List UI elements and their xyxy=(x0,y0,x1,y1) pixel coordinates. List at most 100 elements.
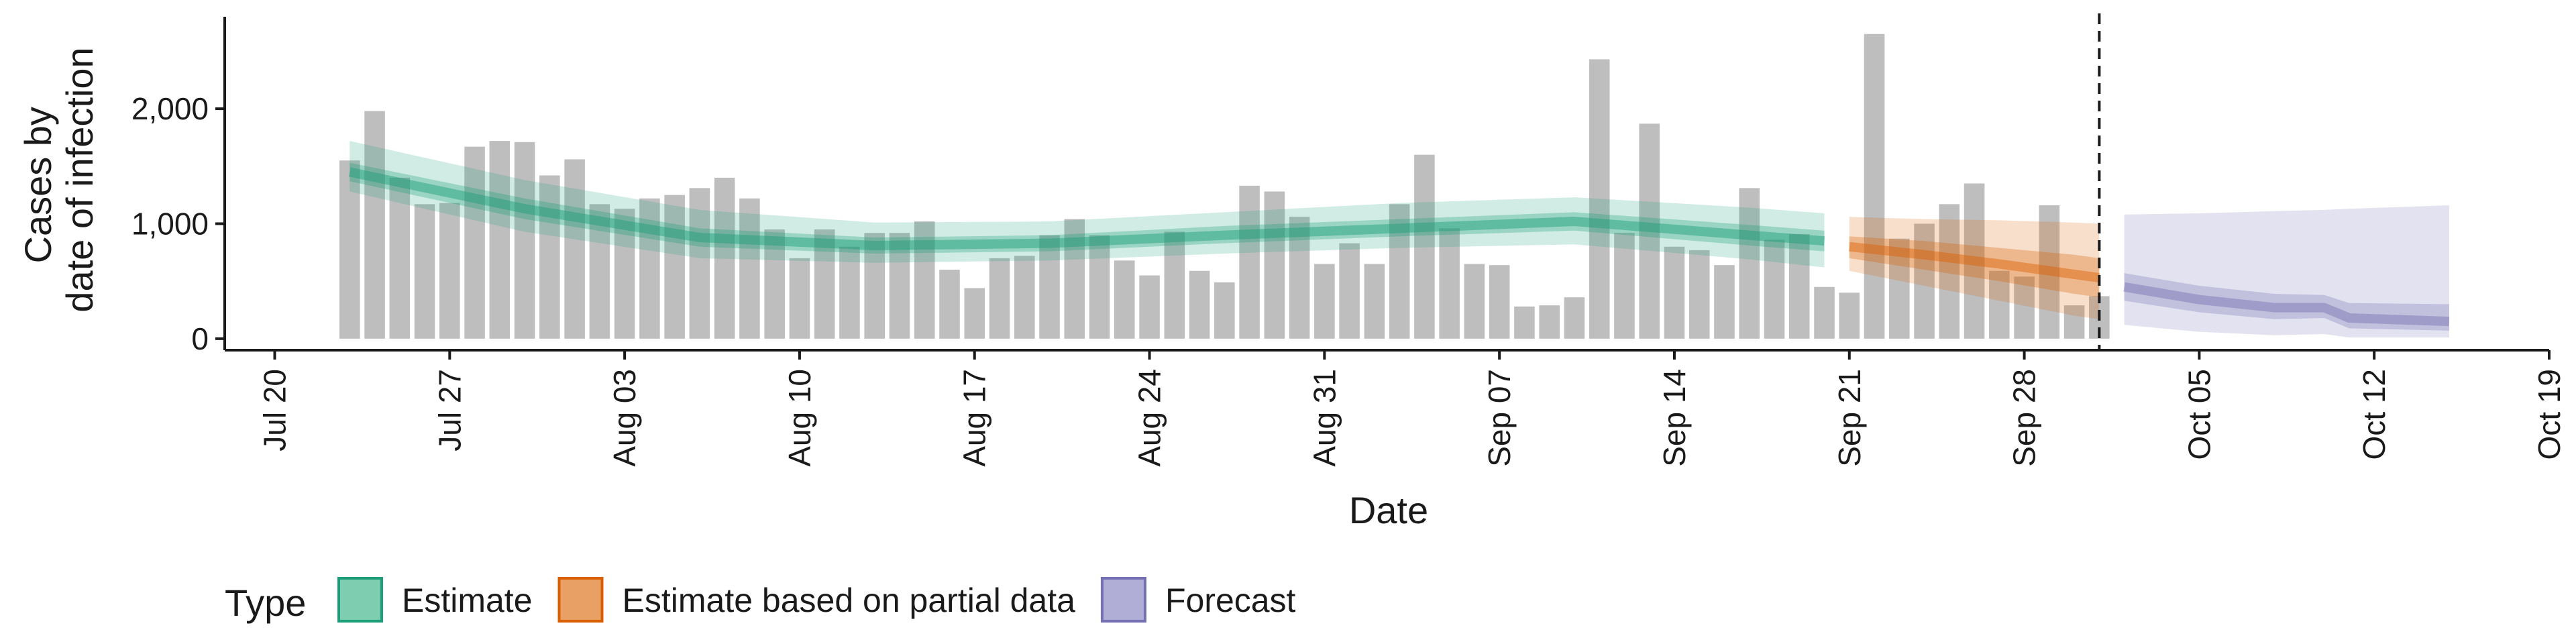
case-bar xyxy=(1114,260,1135,339)
case-bar xyxy=(1788,233,1810,339)
case-bar xyxy=(1339,243,1360,339)
case-bar xyxy=(1189,270,1210,339)
x-tick-label: Sep 28 xyxy=(2007,369,2042,467)
x-tick-label: Aug 03 xyxy=(607,369,642,467)
forecast-median-line xyxy=(2123,282,2450,327)
estimate-outer-band xyxy=(350,141,1825,268)
case-bar xyxy=(1589,59,1610,339)
x-tick-label: Aug 31 xyxy=(1307,369,1342,467)
case-bar xyxy=(914,221,935,339)
legend-label: Estimate xyxy=(402,582,533,619)
case-bar xyxy=(1064,219,1085,339)
case-bar xyxy=(1139,275,1160,339)
case-bar xyxy=(1864,34,1885,339)
case-bar xyxy=(614,209,635,339)
y-axis-ticks: 0 1,000 2,000 xyxy=(131,91,225,356)
forecast-inner-band xyxy=(2124,273,2449,331)
y-tick-label: 2,000 xyxy=(131,91,209,126)
y-tick-label: 1,000 xyxy=(131,206,209,241)
case-bar xyxy=(1389,204,1410,339)
case-bar xyxy=(564,159,585,339)
case-bar xyxy=(1739,188,1760,339)
case-bar xyxy=(1989,270,2010,339)
case-bar xyxy=(789,258,810,339)
x-tick-label: Oct 12 xyxy=(2357,369,2392,460)
y-tick-label: 0 xyxy=(191,321,209,356)
case-bar xyxy=(964,288,985,339)
forecast-legend-key xyxy=(1100,577,1146,623)
case-bar xyxy=(1889,238,1910,339)
estimate-based-on-partial-data-inner-band xyxy=(1849,236,2100,298)
legend-title: Type xyxy=(225,582,306,624)
x-tick-label: Aug 10 xyxy=(782,369,817,467)
case-bar xyxy=(1164,231,1185,339)
x-tick-label: Sep 21 xyxy=(1832,369,1867,467)
case-bar xyxy=(2014,276,2035,339)
x-tick-label: Aug 17 xyxy=(957,369,992,467)
x-tick-label: Oct 05 xyxy=(2182,369,2216,460)
case-bar xyxy=(1664,246,1685,339)
case-bar xyxy=(414,204,435,339)
legend: Type Estimate Estimate based on partial d… xyxy=(225,577,1296,624)
case-bar xyxy=(514,142,535,339)
case-bar xyxy=(2039,205,2060,339)
estimate-based-on-partial-data-legend-key xyxy=(557,577,604,623)
case-bar xyxy=(839,246,860,339)
case-bar xyxy=(1464,264,1485,339)
estimate-legend-key xyxy=(337,577,383,623)
y-axis-title: Cases by date of infection xyxy=(17,47,101,312)
case-bar xyxy=(664,195,685,339)
x-tick-label: Oct 19 xyxy=(2532,369,2567,460)
case-bars xyxy=(339,34,2110,339)
case-bar xyxy=(1939,204,1960,339)
case-bar xyxy=(889,233,910,339)
case-bar xyxy=(1439,228,1460,339)
case-bar xyxy=(364,111,385,339)
forecast-outer-band xyxy=(2124,205,2449,338)
case-bar xyxy=(1814,286,1835,339)
case-bar xyxy=(1964,183,1985,339)
case-bar xyxy=(689,188,710,339)
estimate-based-on-partial-data-median-line xyxy=(1849,241,2100,282)
case-bar xyxy=(1414,154,1435,339)
x-tick-label: Sep 14 xyxy=(1657,369,1692,467)
case-bar xyxy=(1764,239,1785,339)
case-bar xyxy=(1514,306,1535,339)
case-bar xyxy=(339,160,360,339)
case-bar xyxy=(1264,191,1285,339)
y-axis-title-line-1: Cases by xyxy=(17,107,59,263)
case-bar xyxy=(489,141,511,339)
legend-label: Estimate based on partial data xyxy=(623,582,1076,619)
case-bar xyxy=(1489,265,1510,339)
case-bar xyxy=(389,177,411,339)
case-bar xyxy=(739,198,760,339)
x-axis-ticks: Jul 20 Jul 27 Aug 03 Aug 10 Aug 17 Aug 24 Aug … xyxy=(258,350,2567,467)
case-bar xyxy=(464,146,485,339)
case-bar xyxy=(1539,305,1560,339)
case-bar xyxy=(1089,235,1110,339)
x-tick-label: Aug 24 xyxy=(1132,369,1167,467)
case-bar xyxy=(714,177,735,339)
y-axis-title-line-2: date of infection xyxy=(58,47,101,312)
estimate-ribbons xyxy=(348,141,2450,338)
x-tick-label: Jul 27 xyxy=(432,369,467,451)
case-bar xyxy=(1314,264,1335,339)
case-bar xyxy=(1014,256,1035,339)
case-bar xyxy=(639,198,660,339)
x-tick-label: Sep 07 xyxy=(1482,369,1517,467)
axes xyxy=(223,17,2549,352)
case-bar xyxy=(1039,235,1060,339)
case-bar xyxy=(764,229,785,339)
legend-label: Forecast xyxy=(1165,582,1296,619)
case-bar xyxy=(1639,123,1660,339)
case-bar xyxy=(439,203,460,339)
case-bar xyxy=(1714,265,1735,339)
case-bar xyxy=(1214,282,1235,339)
case-bar xyxy=(1614,233,1635,339)
case-bar xyxy=(539,175,560,339)
case-bar xyxy=(939,270,960,339)
case-bar xyxy=(589,204,610,339)
case-bar xyxy=(1839,292,1860,339)
case-bar xyxy=(1914,223,1935,339)
estimate-based-on-partial-data-outer-band xyxy=(1849,217,2100,319)
